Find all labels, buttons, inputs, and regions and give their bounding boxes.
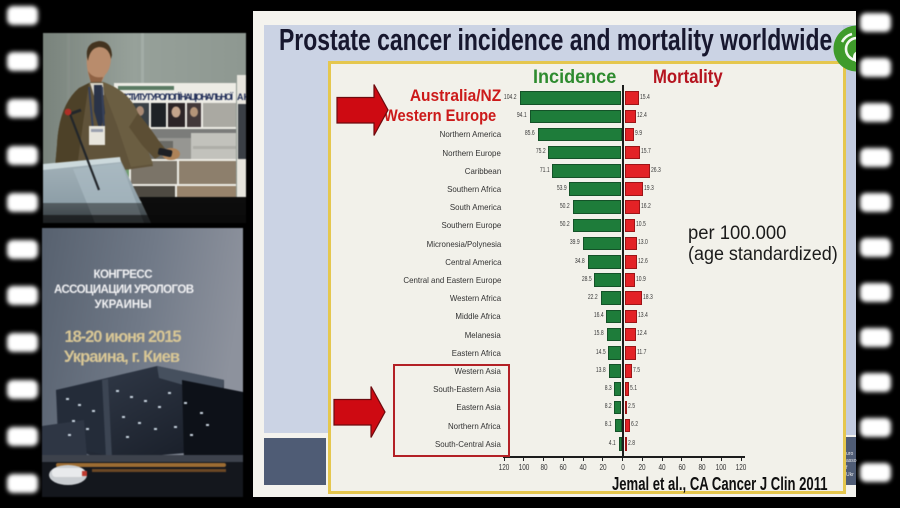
svg-text:Украина, г. Киев: Украина, г. Киев xyxy=(64,348,180,366)
svg-text:АК: АК xyxy=(237,92,246,102)
svg-text:АССОЦИАЦИИ УРОЛОГОВ: АССОЦИАЦИИ УРОЛОГОВ xyxy=(54,284,194,296)
svg-text:ІНСТИТУТ УРОЛОГІЇ НАЦІОНАЛЬНОЇ: ІНСТИТУТ УРОЛОГІЇ НАЦІОНАЛЬНОЇ xyxy=(119,92,234,102)
svg-text:18-20 июня 2015: 18-20 июня 2015 xyxy=(65,328,182,346)
svg-text:КОНГРЕСС: КОНГРЕСС xyxy=(94,269,153,281)
svg-text:УКРАИНЫ: УКРАИНЫ xyxy=(95,299,152,311)
